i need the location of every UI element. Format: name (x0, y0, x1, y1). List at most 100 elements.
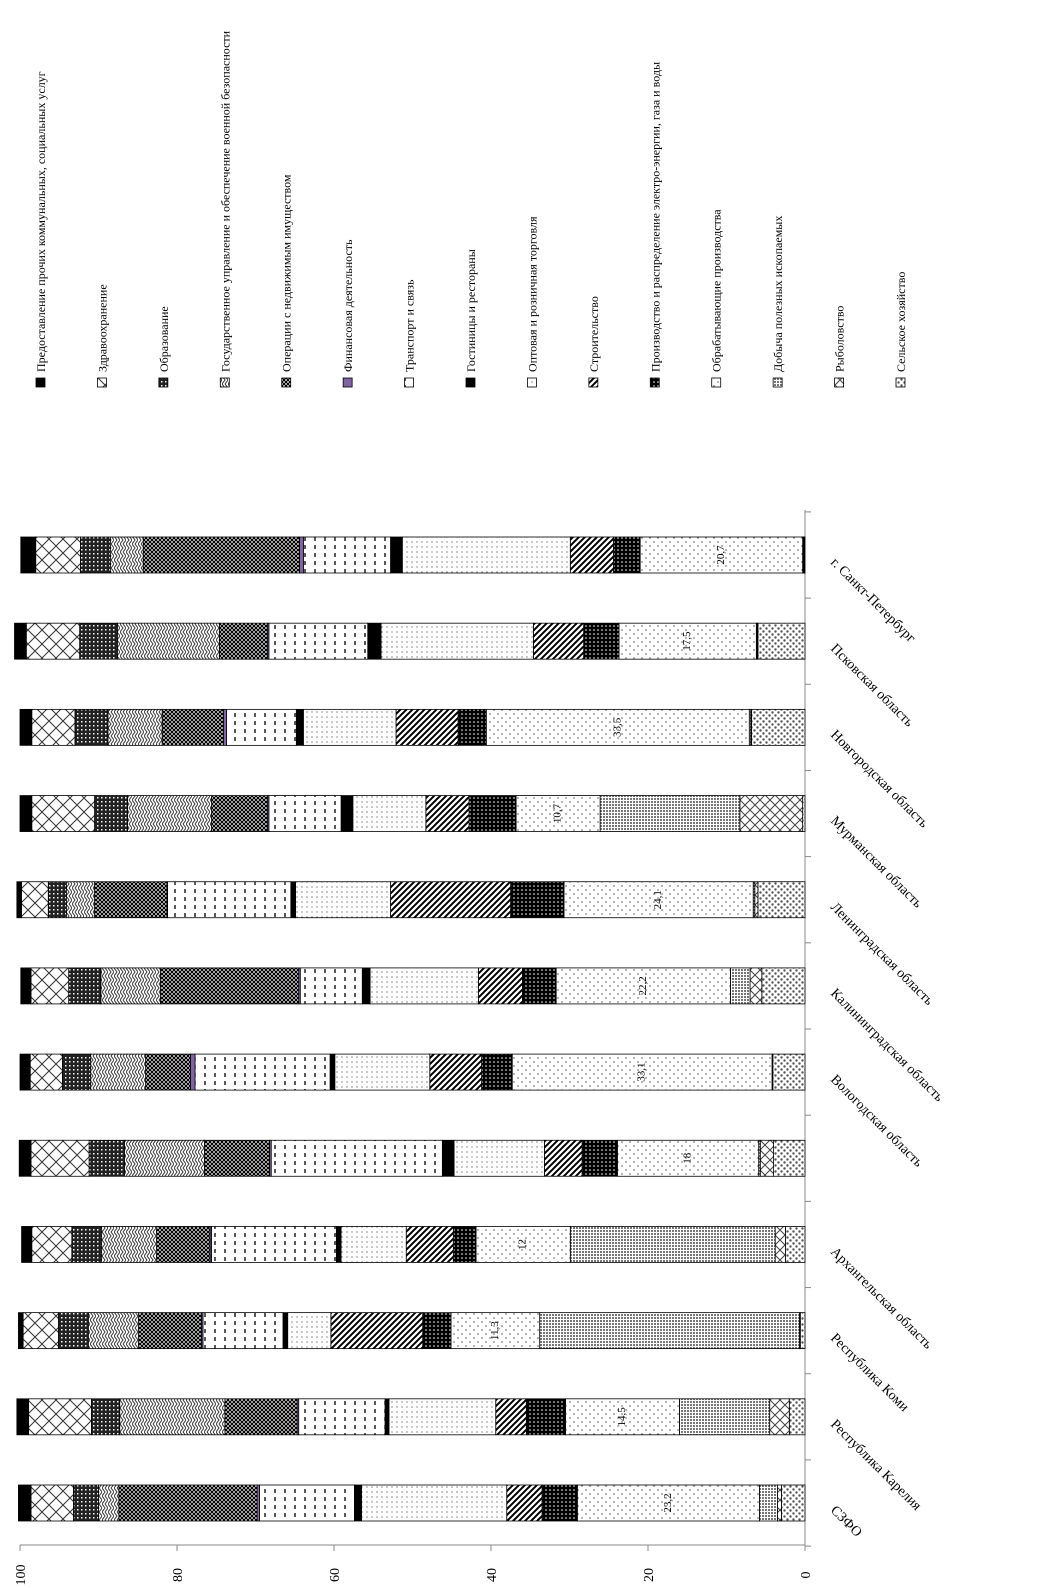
bar-segment (16, 1398, 30, 1436)
bar-segment (613, 536, 641, 574)
bar-segment (65, 881, 95, 919)
data-label: 14,5 (616, 1407, 628, 1427)
legend-swatch (219, 377, 230, 388)
bar-segment (784, 1226, 806, 1263)
bar-segment (452, 1226, 477, 1263)
bar-segment (481, 1053, 513, 1091)
legend-swatch (281, 377, 292, 388)
bar-segment (35, 536, 81, 574)
bar-segment (361, 967, 371, 1005)
y-tick-label: 40 (485, 1568, 500, 1582)
bar-segment (563, 881, 754, 919)
bar-segment (390, 536, 403, 574)
bar-segment (299, 967, 363, 1005)
bar-segment (441, 1139, 455, 1177)
bar-segment (510, 881, 565, 919)
legend-label: Сельское хозяйство (894, 272, 908, 372)
bar-segment (30, 967, 70, 1005)
bar-segment (302, 708, 397, 746)
legend-label: Строительство (587, 296, 601, 372)
bar-segment (599, 795, 741, 832)
bar-segment (18, 1139, 32, 1177)
y-tick-label: 60 (328, 1568, 343, 1582)
bar-segment (94, 795, 128, 832)
bar-segment (109, 536, 144, 574)
bar-segment (335, 1226, 342, 1263)
bar-segment (749, 967, 763, 1005)
bar-segment (287, 1312, 332, 1350)
bar-segment (769, 1398, 790, 1436)
bar-segment (14, 622, 27, 660)
bar-segment (101, 1226, 157, 1263)
bar-segment (20, 536, 37, 574)
data-label: 22,2 (637, 976, 649, 995)
bar-segment (618, 622, 757, 660)
bar-segment (21, 881, 49, 919)
bar-segment (478, 967, 523, 1005)
bar-segment (511, 1053, 773, 1091)
bar-segment (781, 1484, 806, 1522)
legend-swatch (97, 377, 107, 388)
legend-swatch (711, 377, 722, 388)
bar-segment (401, 536, 571, 574)
bar-segment (759, 1139, 775, 1177)
bar-segment (98, 1484, 120, 1522)
bar-segment (422, 1312, 452, 1350)
bar-segment (369, 967, 479, 1005)
data-label: 23,2 (662, 1493, 674, 1512)
bar-segment (453, 1139, 545, 1177)
bar-segment (79, 622, 118, 660)
legend-label: Государственное управление и обеспечение… (218, 30, 232, 372)
legend-swatch (404, 377, 414, 388)
bar-segment (495, 1398, 527, 1436)
x-tick-label: Псковская область (827, 641, 916, 730)
bar-segment (226, 708, 297, 746)
bar-segment (71, 1226, 103, 1263)
data-label: 17,5 (681, 631, 693, 651)
bar-segment (679, 1398, 771, 1436)
legend-swatch (588, 377, 599, 388)
bar-segment (759, 1484, 778, 1522)
legend-label: Транспорт и связь (403, 279, 417, 372)
bar-segment (18, 1484, 32, 1522)
bar-segment (751, 708, 806, 746)
bar-segment (565, 1398, 680, 1436)
bar-segment (145, 1053, 191, 1091)
bar-segment (302, 536, 391, 574)
bar-segment (539, 1312, 800, 1350)
bar-segment (352, 795, 427, 832)
bar-segment (340, 1226, 407, 1263)
bar-segment (340, 795, 354, 832)
x-tick-label: Республика Карелия (827, 1417, 924, 1514)
bar-segment (160, 967, 300, 1005)
bar-segment (31, 708, 76, 746)
bar-segment (485, 708, 750, 746)
y-tick-label: 100 (14, 1565, 29, 1586)
bar-segment (138, 1312, 202, 1350)
bar-segment (224, 1398, 298, 1436)
bar-segment (405, 1226, 454, 1263)
bar-segment (218, 622, 268, 660)
bar-segment (19, 1053, 31, 1091)
bar-segment (19, 795, 33, 832)
bar-segment (18, 1312, 24, 1350)
bar-segment (19, 708, 33, 746)
legend-swatch (895, 377, 906, 388)
legend-label: Образование (157, 306, 171, 372)
bar-segment (58, 1312, 89, 1350)
bar-segment (367, 622, 382, 660)
bar-segment (576, 1484, 760, 1522)
bar-segment (61, 1053, 92, 1091)
bar-segment (569, 1226, 776, 1263)
bar-segment (330, 1312, 424, 1350)
bar-segment (515, 795, 601, 832)
bar-segment (25, 622, 81, 660)
x-tick-label: СЗФО (827, 1503, 864, 1540)
legend-swatch (465, 377, 476, 388)
bar-segment (569, 536, 614, 574)
data-label: 24,1 (652, 890, 664, 909)
bar-segment (167, 881, 292, 919)
bar-segment (222, 708, 227, 746)
legend-label: Финансовая деятельность (341, 239, 355, 372)
bar-segment (88, 1139, 125, 1177)
